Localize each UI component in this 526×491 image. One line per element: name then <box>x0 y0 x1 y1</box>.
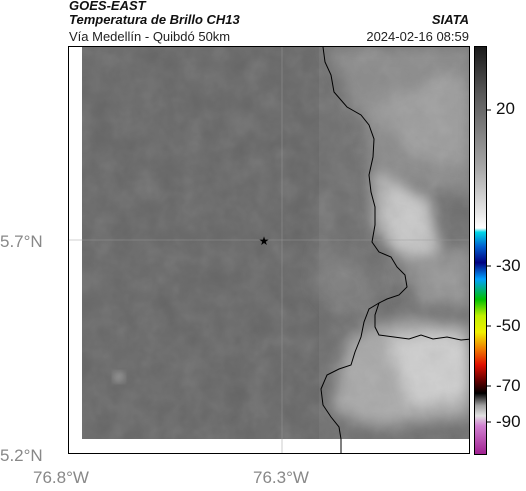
star-icon: ★ <box>259 234 270 248</box>
colorbar: 20 -30 -50 -70 -90 <box>474 46 526 455</box>
timestamp-label: 2024-02-16 08:59 <box>366 29 469 44</box>
colorbar-scale <box>474 46 491 455</box>
colorbar-tick-label: -30 <box>496 256 521 275</box>
colorbar-tick-label: -70 <box>496 376 521 395</box>
colorbar-tick-label: -50 <box>496 316 521 335</box>
longitude-label: 76.8°W <box>33 468 89 487</box>
map-panel[interactable]: ★ <box>68 46 470 454</box>
latitude-label: 5.7°N <box>0 232 43 251</box>
organization-label: SIATA <box>431 12 469 27</box>
satellite-image: ★ <box>69 47 469 453</box>
administrative-border <box>320 302 380 453</box>
latitude-label: 5.2°N <box>0 446 43 465</box>
longitude-label: 76.3°W <box>253 468 309 487</box>
product-title: Temperatura de Brillo CH13 <box>69 12 240 27</box>
administrative-border <box>322 47 469 341</box>
colorbar-tick-label: 20 <box>496 99 515 118</box>
colorbar-tick-label: -90 <box>496 412 521 431</box>
satellite-title: GOES-EAST <box>69 0 146 13</box>
area-subtitle: Vía Medellín - Quibdó 50km <box>69 29 231 44</box>
